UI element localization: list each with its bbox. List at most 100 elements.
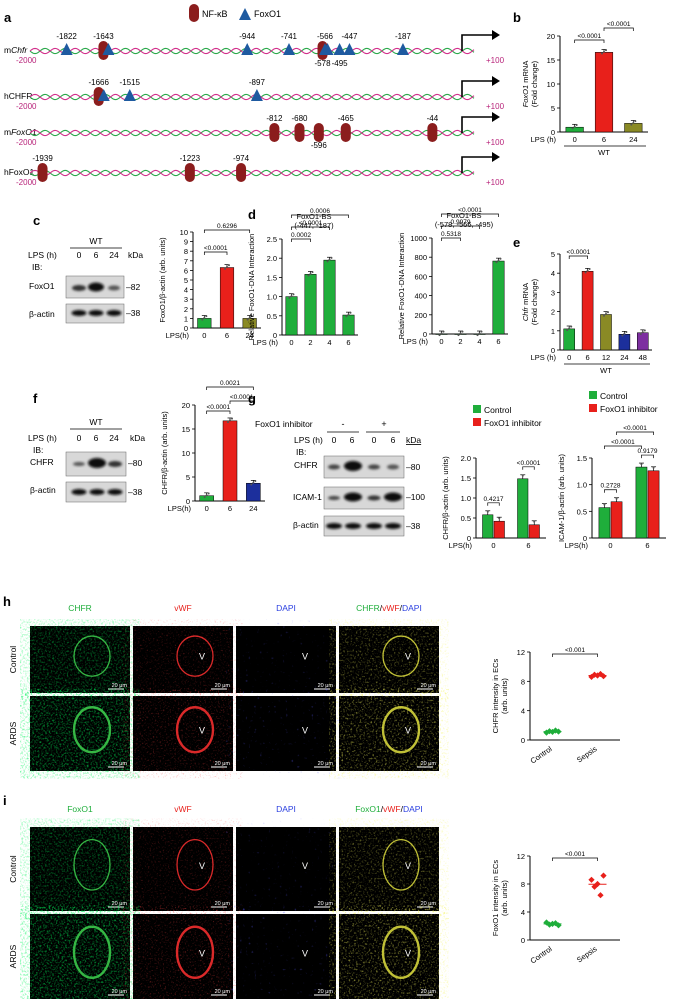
row-label: ARDS xyxy=(8,944,18,968)
blot-g-kda: kDa xyxy=(406,435,421,445)
x-tick-label: 2 xyxy=(308,338,312,347)
tss-arrow-head xyxy=(492,152,500,162)
data-point xyxy=(641,331,644,334)
binding-site-nfkb: -680 xyxy=(291,114,308,142)
y-tick-label: 1.5 xyxy=(577,454,587,463)
chart-subtitle: (-578, -566, -495) xyxy=(435,220,494,229)
data-point xyxy=(605,49,607,52)
data-point xyxy=(292,293,295,296)
binding-site-label: -596 xyxy=(311,141,328,150)
bar xyxy=(618,334,631,351)
legend-control-label: Control xyxy=(600,391,628,401)
binding-site-label: -741 xyxy=(281,32,298,41)
bar xyxy=(304,274,317,336)
micrograph-texture xyxy=(339,827,439,911)
binding-site-nfkb: -596 xyxy=(311,123,328,150)
blot-c-lps-label: LPS (h) xyxy=(28,250,57,260)
y-tick-label: 0 xyxy=(184,324,188,333)
promoter-end-label: +100 xyxy=(486,102,505,111)
foxo1-site-icon xyxy=(241,43,254,55)
y-tick-label: 20 xyxy=(547,32,555,41)
p-value-label: <0.0001 xyxy=(204,245,228,252)
blot-c-ib: IB: xyxy=(32,262,42,272)
data-point xyxy=(600,673,607,680)
binding-site-foxo1: -447 xyxy=(341,32,358,55)
y-tick-label: 0 xyxy=(521,736,525,745)
x-axis-label: LPS(h) xyxy=(449,541,473,550)
vessel-marker: V xyxy=(405,726,411,736)
vessel-marker: V xyxy=(405,949,411,959)
foxo1-site-icon xyxy=(123,89,136,101)
blot-g-band xyxy=(326,523,342,529)
bar xyxy=(581,271,594,351)
legend-g1: Control FoxO1 inhibitor xyxy=(473,405,542,428)
foxo1-site-icon xyxy=(60,43,73,55)
data-point xyxy=(203,316,206,319)
y-tick-label: 4 xyxy=(521,707,525,716)
bar xyxy=(600,314,612,351)
binding-site-label: -974 xyxy=(233,154,250,163)
legend-inhibitor-swatch xyxy=(589,404,597,412)
data-point xyxy=(597,892,604,899)
y-tick-label: 9 xyxy=(184,238,188,247)
significance-bracket xyxy=(291,226,330,230)
vessel-outline xyxy=(381,925,421,979)
binding-site-label: -465 xyxy=(338,114,355,123)
dna-strand xyxy=(29,129,475,137)
vessel-outline xyxy=(176,838,214,891)
data-point xyxy=(586,269,589,272)
vessel-marker: V xyxy=(302,949,308,959)
bar xyxy=(598,507,611,539)
binding-site-label: -187 xyxy=(395,32,412,41)
nfkb-site-icon xyxy=(313,123,324,142)
data-point xyxy=(457,334,460,337)
nfkb-site-icon xyxy=(184,163,195,182)
significance-bracket xyxy=(441,237,461,241)
foxo1-site-icon xyxy=(250,89,263,101)
y-tick-label: 10 xyxy=(547,80,555,89)
promoter-start-label: -2000 xyxy=(16,56,37,65)
tss-arrow-head xyxy=(492,76,500,86)
channel-header: DAPI xyxy=(276,804,296,814)
data-point xyxy=(603,503,606,506)
blot-g-band xyxy=(387,464,399,470)
y-tick-label: 1.5 xyxy=(461,474,471,483)
blot-f-kda: kDa xyxy=(130,433,145,443)
data-point xyxy=(570,325,573,328)
binding-site-nfkb: -974 xyxy=(233,154,250,182)
data-point xyxy=(229,419,231,422)
y-tick-label: 12 xyxy=(517,648,525,657)
y-tick-label: 1.0 xyxy=(267,293,277,302)
scale-bar-label: 20 μm xyxy=(421,761,437,767)
foxo1-site-icon xyxy=(282,43,295,55)
blot-f-band xyxy=(108,461,122,467)
western-blot-c: WT LPS (h) 0 6 24 kDa IB: FoxO1 β-actin … xyxy=(28,236,143,324)
foxo1-site-icon xyxy=(333,43,346,55)
blot-g-lane-1: 6 xyxy=(350,435,355,445)
blot-c-band xyxy=(88,282,104,292)
blot-f-band xyxy=(88,458,106,468)
micrograph-texture xyxy=(339,696,439,771)
data-point xyxy=(605,312,607,315)
y-tick-label: 800 xyxy=(414,253,427,262)
scale-bar-label: 20 μm xyxy=(318,761,334,767)
micrograph-panel: FoxO1 vWF DAPI FoxO1/vWF/DAPI Control 20 μm V 2… xyxy=(8,804,439,999)
data-point xyxy=(621,334,624,337)
y-tick-label: 7 xyxy=(184,257,188,266)
binding-site-nfkb: -44 xyxy=(427,114,439,142)
blot-c-lane-2: 24 xyxy=(109,250,119,260)
chart-subtitle: (-447, -187) xyxy=(294,221,334,230)
bar xyxy=(517,478,529,539)
data-point xyxy=(246,318,249,321)
blot-g-lps-label: LPS (h) xyxy=(294,435,323,445)
foxo1-legend-icon xyxy=(239,8,251,20)
scale-bar-label: 20 μm xyxy=(215,901,231,907)
blot-g-band xyxy=(345,523,361,529)
data-point xyxy=(478,332,481,335)
foxo1-site-icon xyxy=(318,43,331,55)
blot-f-group: WT xyxy=(89,417,102,427)
row-label: ARDS xyxy=(8,721,18,745)
p-value-label: 0.5318 xyxy=(441,231,461,238)
data-point xyxy=(584,271,587,274)
tss-arrow-head xyxy=(492,112,500,122)
